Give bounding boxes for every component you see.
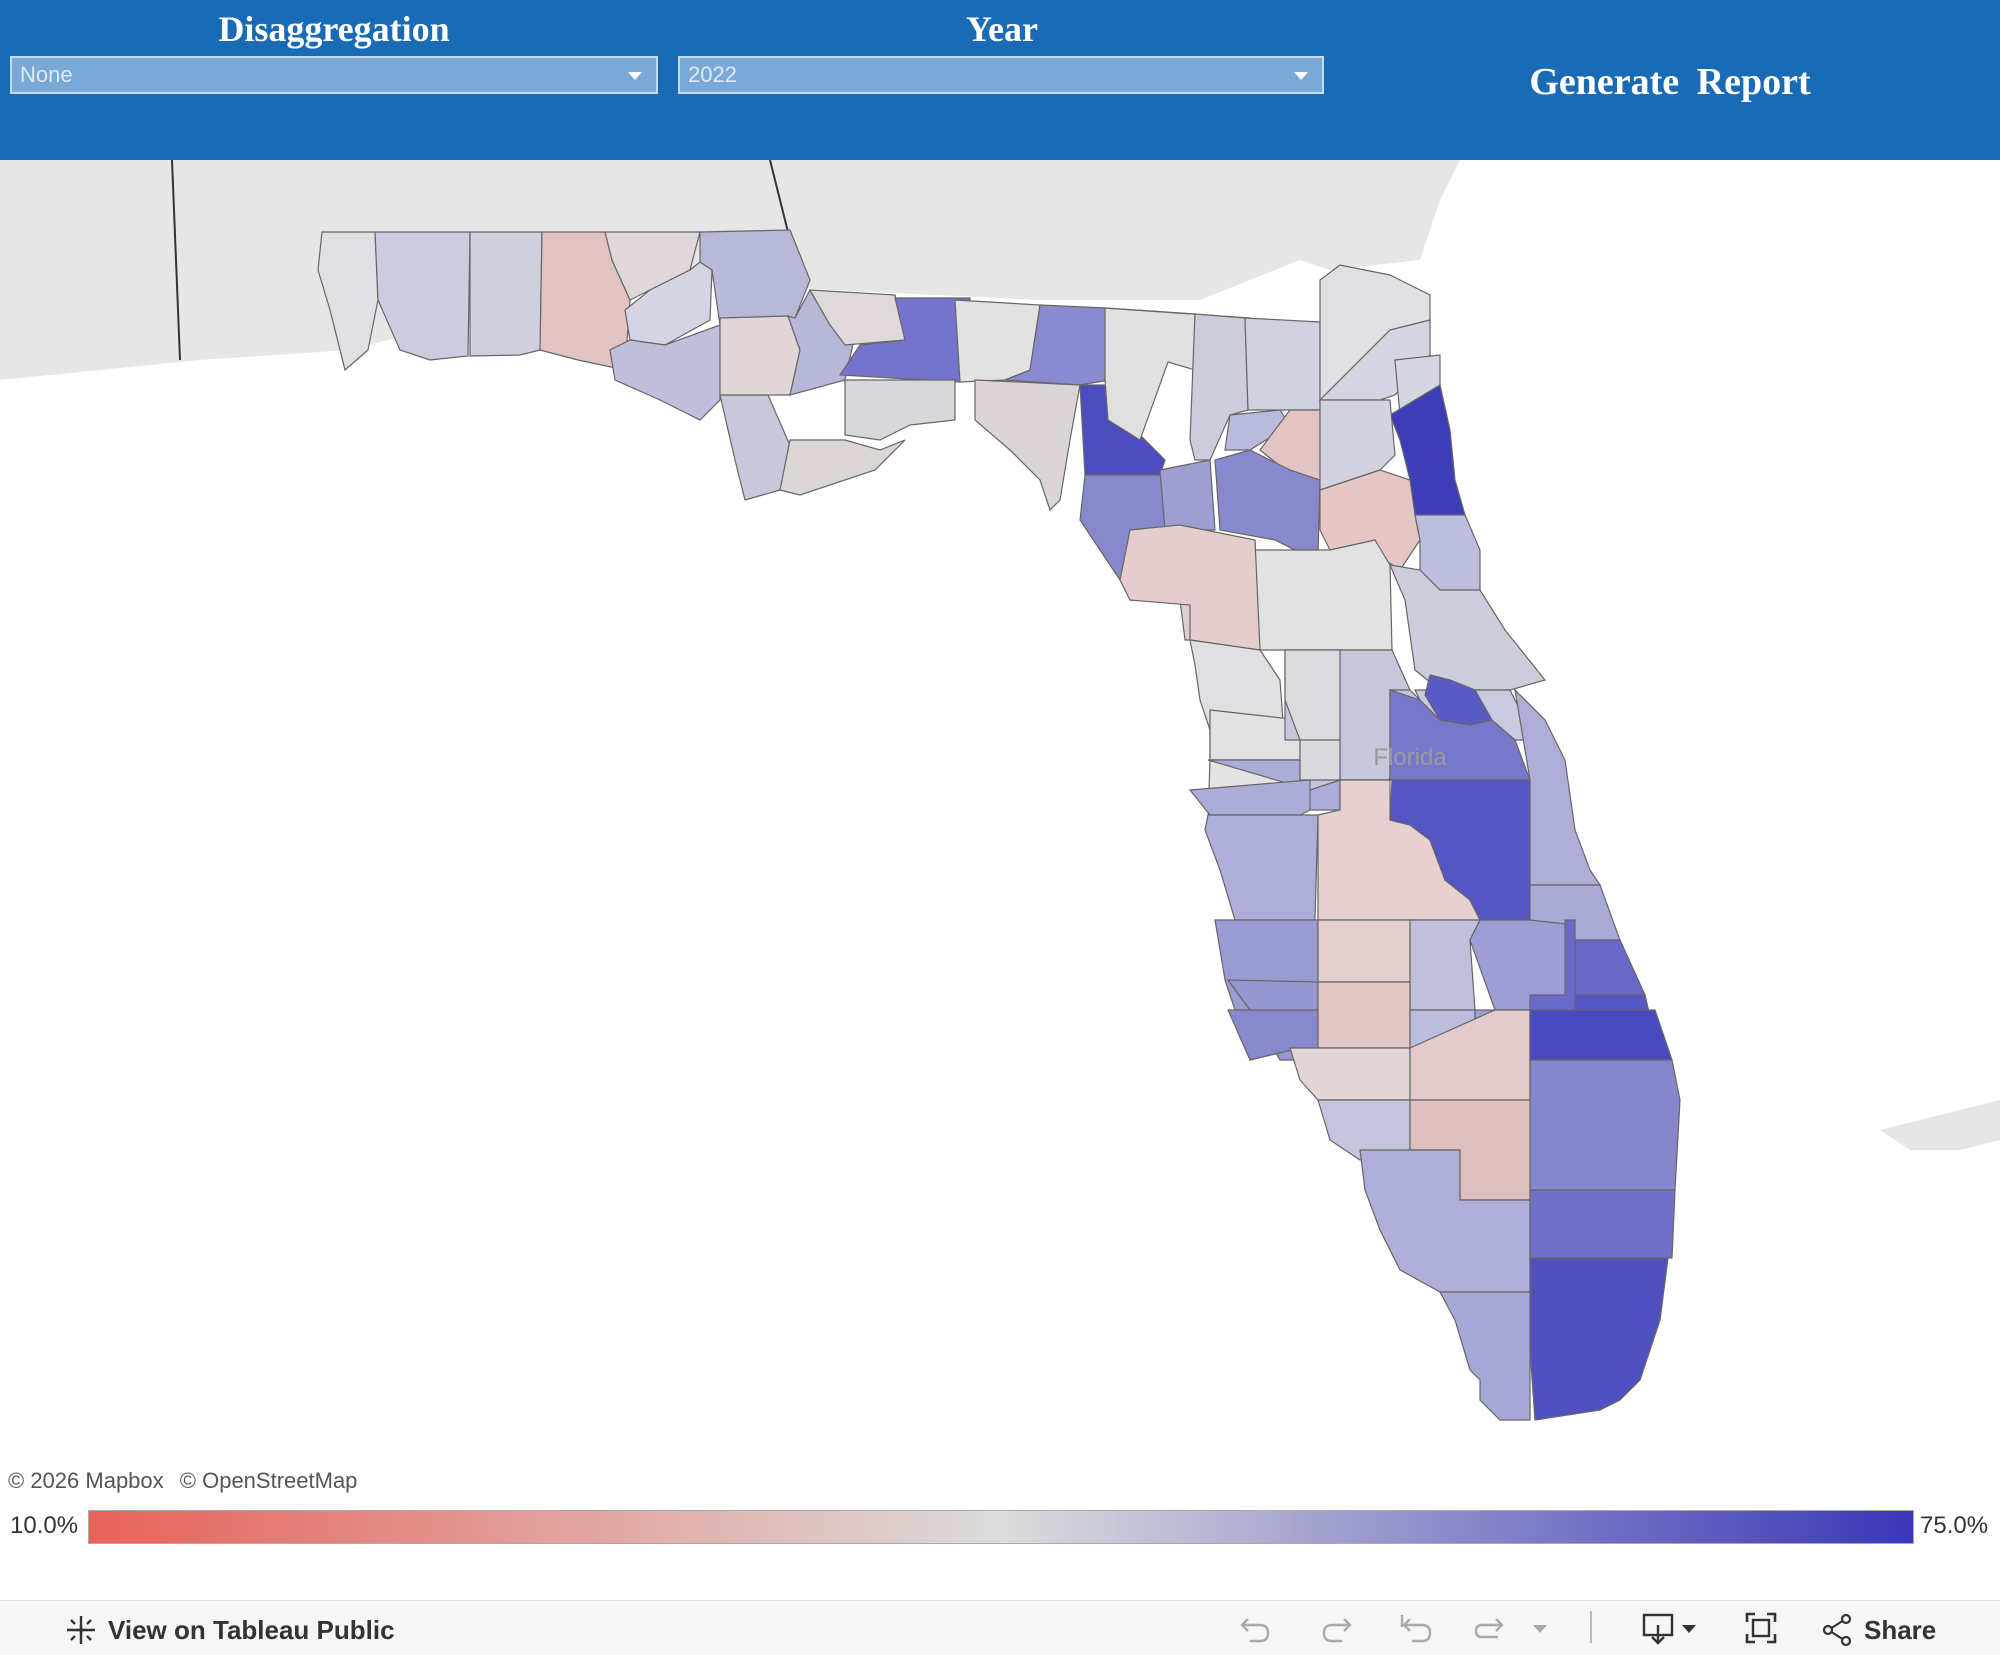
tableau-toolbar: View on Tableau Public Share	[0, 1600, 2000, 1655]
disaggregation-dropdown[interactable]: None	[10, 56, 658, 94]
choropleth-map[interactable]: Florida	[0, 160, 2000, 1498]
share-label: Share	[1864, 1614, 1937, 1645]
county[interactable]	[624, 261, 713, 346]
chevron-down-icon	[1294, 72, 1308, 80]
county[interactable]	[1188, 779, 1311, 816]
county[interactable]	[838, 297, 971, 383]
color-legend-bar	[88, 1510, 1914, 1544]
florida-county-map[interactable]: Florida	[0, 160, 2000, 1498]
county[interactable]	[374, 231, 471, 361]
download-icon[interactable]	[1642, 1611, 1702, 1645]
county[interactable]	[844, 379, 956, 441]
county-group-northeast	[1119, 264, 1547, 691]
county[interactable]	[1389, 564, 1547, 691]
revert-icon[interactable]	[1398, 1611, 1434, 1645]
county[interactable]	[1289, 1047, 1411, 1101]
county[interactable]	[609, 324, 721, 421]
county[interactable]	[974, 379, 1081, 512]
county[interactable]	[1529, 1009, 1673, 1061]
county[interactable]	[1529, 1189, 1676, 1259]
county[interactable]	[1254, 539, 1393, 651]
chevron-down-icon	[628, 72, 642, 80]
county[interactable]	[1119, 524, 1261, 651]
county[interactable]	[779, 439, 906, 496]
state-label: Florida	[1373, 744, 1447, 771]
view-on-tableau-label: View on Tableau Public	[108, 1614, 395, 1645]
county[interactable]	[808, 289, 906, 346]
legend-max-label: 75.0%	[1920, 1512, 1989, 1539]
county[interactable]	[1204, 814, 1319, 921]
year-selected-value: 2022	[688, 62, 737, 87]
filter-header: Disaggregation None Year 2022 Generate R…	[0, 0, 2000, 160]
county[interactable]	[1104, 307, 1196, 441]
county[interactable]	[1409, 919, 1481, 1011]
disaggregation-selected-value: None	[20, 62, 73, 87]
year-dropdown[interactable]: 2022	[678, 56, 1324, 94]
county[interactable]	[699, 229, 811, 326]
county[interactable]	[1159, 459, 1216, 531]
county[interactable]	[1244, 317, 1321, 411]
pause-dropdown-icon[interactable]	[1530, 1611, 1550, 1645]
county[interactable]	[1389, 779, 1531, 921]
undo-icon[interactable]	[1238, 1611, 1272, 1645]
county-group-panhandle	[317, 229, 1321, 641]
share-button[interactable]: Share	[1822, 1613, 1936, 1647]
neighbor-land-east	[1880, 1100, 2000, 1150]
county-group-south	[1226, 979, 1681, 1421]
county[interactable]	[1317, 981, 1411, 1049]
state-border-line	[171, 160, 791, 361]
county[interactable]	[1529, 1059, 1681, 1191]
year-title: Year	[966, 9, 1038, 49]
county[interactable]	[954, 299, 1041, 383]
county[interactable]	[1317, 919, 1411, 983]
county[interactable]	[1438, 1291, 1531, 1421]
view-on-tableau-link[interactable]: View on Tableau Public	[64, 1613, 395, 1647]
fullscreen-icon[interactable]	[1744, 1611, 1778, 1645]
county[interactable]	[469, 231, 543, 357]
openstreetmap-attribution[interactable]: © OpenStreetMap	[179, 1468, 358, 1493]
county[interactable]	[1529, 1257, 1669, 1421]
refresh-icon[interactable]	[1472, 1611, 1506, 1645]
tableau-logo-icon	[67, 1616, 95, 1644]
county[interactable]	[1319, 399, 1396, 491]
share-icon	[1822, 1613, 1852, 1647]
mapbox-attribution[interactable]: © 2026 Mapbox	[8, 1468, 164, 1493]
disaggregation-title: Disaggregation	[218, 9, 450, 49]
map-attribution: © 2026 Mapbox © OpenStreetMap	[8, 1468, 367, 1494]
toolbar-divider	[1590, 1611, 1592, 1643]
generate-report-button[interactable]: Generate Report	[1529, 61, 1811, 103]
redo-icon[interactable]	[1320, 1611, 1354, 1645]
county[interactable]	[719, 315, 801, 396]
legend-min-label: 10.0%	[10, 1512, 79, 1539]
